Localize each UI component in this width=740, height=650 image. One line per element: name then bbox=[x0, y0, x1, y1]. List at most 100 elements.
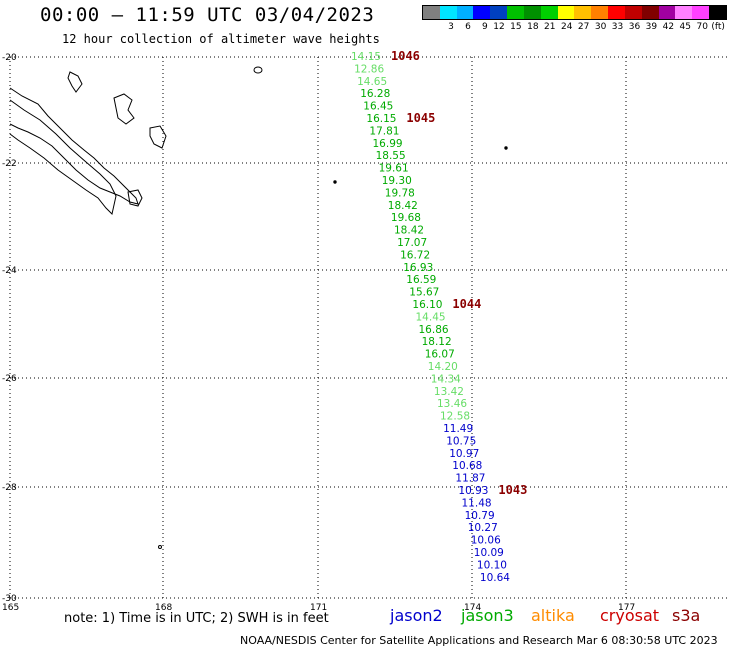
wave-height-label: 19.68 bbox=[391, 212, 421, 224]
pressure-label: 1045 bbox=[406, 111, 435, 125]
legend-swatch bbox=[423, 6, 440, 19]
wave-height-label: 16.86 bbox=[419, 324, 449, 336]
legend-label: 3 bbox=[448, 22, 454, 32]
loyalty-island-3 bbox=[149, 125, 167, 149]
legend-swatch bbox=[591, 6, 609, 19]
pressure-label: 1044 bbox=[452, 297, 481, 311]
legend-swatch bbox=[439, 6, 457, 19]
legend-swatch bbox=[608, 6, 625, 19]
wave-height-label: 12.58 bbox=[440, 411, 470, 423]
wave-height-label: 17.07 bbox=[397, 237, 427, 249]
legend-swatch bbox=[540, 6, 558, 19]
wave-height-label: 18.42 bbox=[388, 200, 418, 212]
legend-label: 27 bbox=[577, 22, 590, 32]
hunter-island bbox=[504, 146, 508, 150]
wave-height-label: 14.20 bbox=[428, 361, 458, 373]
longitude-label: 168 bbox=[155, 603, 172, 613]
wave-height-label: 16.07 bbox=[425, 349, 455, 361]
legend-swatch bbox=[692, 6, 710, 19]
wave-height-label: 17.81 bbox=[369, 125, 399, 137]
isle-of-pines bbox=[127, 189, 143, 207]
wave-height-label: 10.97 bbox=[449, 448, 479, 460]
latitude-label: -30 bbox=[2, 594, 17, 604]
legend-swatch bbox=[507, 6, 524, 19]
wave-height-label: 13.46 bbox=[437, 398, 467, 410]
legend-label: 39 bbox=[645, 22, 658, 32]
wave-height-label: 16.15 bbox=[366, 113, 396, 125]
wave-height-label: 11.87 bbox=[455, 473, 485, 485]
wave-height-label: 16.59 bbox=[406, 274, 436, 286]
grid-lines bbox=[9, 56, 730, 599]
wave-height-label: 18.55 bbox=[376, 150, 406, 162]
altimeter-track: 14.1512.8614.6516.2816.4516.1517.8116.99… bbox=[351, 49, 527, 584]
satellite-cryosat: cryosat bbox=[600, 606, 660, 625]
wave-height-label: 16.93 bbox=[403, 262, 433, 274]
wave-height-label: 10.64 bbox=[480, 572, 510, 584]
wave-height-label: 16.72 bbox=[400, 249, 430, 261]
satellite-altika: altika bbox=[531, 606, 575, 625]
legend-label: (ft) bbox=[711, 22, 725, 32]
map-subtitle: 12 hour collection of altimeter wave hei… bbox=[62, 32, 380, 46]
wave-height-label: 10.93 bbox=[458, 485, 488, 497]
legend-label: 33 bbox=[611, 22, 624, 32]
satellite-jason2: jason2 bbox=[390, 606, 443, 625]
legend-swatch bbox=[523, 6, 541, 19]
small-islet bbox=[158, 545, 162, 549]
wave-height-label: 18.12 bbox=[422, 336, 452, 348]
legend-label: 45 bbox=[679, 22, 691, 32]
satellite-s3a: s3a bbox=[672, 606, 701, 625]
matthew-island bbox=[333, 180, 337, 184]
latitude-label: -28 bbox=[2, 483, 17, 493]
legend-label: 12 bbox=[493, 22, 505, 32]
wave-height-label: 16.28 bbox=[360, 88, 390, 100]
wave-height-label: 19.78 bbox=[385, 187, 415, 199]
legend-label: 18 bbox=[527, 22, 539, 32]
loyalty-island-2 bbox=[113, 93, 135, 125]
coastline bbox=[9, 66, 508, 549]
legend-label: 70 bbox=[696, 22, 708, 32]
longitude-label: 174 bbox=[464, 603, 481, 613]
legend-swatch bbox=[641, 6, 659, 19]
wave-height-label: 18.42 bbox=[394, 225, 424, 237]
pressure-label: 1043 bbox=[498, 483, 527, 497]
legend-swatch bbox=[624, 6, 642, 19]
latitude-label: -22 bbox=[2, 159, 17, 169]
legend-label: 9 bbox=[482, 22, 488, 32]
legend-label: 36 bbox=[628, 22, 641, 32]
wave-height-label: 10.10 bbox=[477, 559, 507, 571]
latitude-label: -24 bbox=[2, 266, 17, 276]
legend-label: 30 bbox=[594, 22, 607, 32]
wave-height-label: 16.45 bbox=[363, 101, 393, 113]
wave-height-label: 16.10 bbox=[412, 299, 442, 311]
wave-height-label: 10.09 bbox=[474, 547, 504, 559]
legend-label: 15 bbox=[510, 22, 522, 32]
satellite-jason3: jason3 bbox=[461, 606, 514, 625]
color-legend: 3 6 9 12 15 18 21 24 27 30 33 36 39 42 45 70 (ft) bbox=[422, 5, 727, 32]
wave-height-label: 12.86 bbox=[354, 63, 384, 75]
wave-height-label: 14.65 bbox=[357, 76, 387, 88]
wave-height-label: 13.42 bbox=[434, 386, 464, 398]
legend-label: 42 bbox=[662, 22, 675, 32]
wave-height-label: 10.75 bbox=[446, 435, 476, 447]
wave-height-label: 19.30 bbox=[382, 175, 412, 187]
longitude-label: 177 bbox=[618, 603, 635, 613]
legend-swatch bbox=[557, 6, 575, 19]
latitude-label: -26 bbox=[2, 374, 17, 384]
wave-height-label: 16.99 bbox=[373, 138, 403, 150]
pressure-label: 1046 bbox=[391, 49, 420, 63]
map-title: 00:00 – 11:59 UTC 03/04/2023 bbox=[40, 4, 375, 26]
legend-label: 6 bbox=[465, 22, 471, 32]
legend-swatch bbox=[490, 6, 508, 19]
footer-credit: NOAA/NESDIS Center for Satellite Applica… bbox=[240, 634, 718, 647]
latitude-label: -20 bbox=[2, 53, 17, 63]
wave-height-label: 10.79 bbox=[465, 510, 495, 522]
legend-swatch bbox=[473, 6, 491, 19]
legend-swatch bbox=[675, 6, 693, 19]
wave-height-label: 11.49 bbox=[443, 423, 473, 435]
legend-label: 24 bbox=[560, 22, 573, 32]
walpole-island bbox=[253, 66, 263, 74]
legend-label: 21 bbox=[544, 22, 556, 32]
new-caledonia-coast-inner bbox=[9, 99, 117, 215]
